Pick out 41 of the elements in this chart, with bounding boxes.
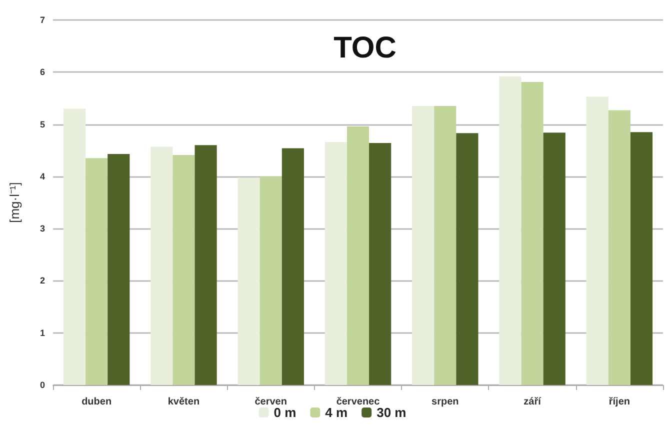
x-tick-label: srpen xyxy=(432,396,459,408)
bar xyxy=(630,132,653,385)
x-tick-label: říjen xyxy=(608,396,630,408)
bar xyxy=(260,176,282,385)
bar xyxy=(346,126,370,385)
bar xyxy=(324,142,347,385)
y-tick-label: 2 xyxy=(40,276,45,286)
x-tick-label: červenec xyxy=(336,396,380,408)
x-tick-label: duben xyxy=(82,396,112,408)
bar xyxy=(521,82,544,385)
x-tick-label: červen xyxy=(254,396,287,408)
bar xyxy=(434,106,456,385)
bar xyxy=(369,143,392,385)
y-tick-label: 1 xyxy=(40,328,45,338)
bar xyxy=(172,155,195,385)
y-tick-label: 3 xyxy=(40,224,45,234)
y-tick-label: 5 xyxy=(40,119,45,130)
bar xyxy=(86,158,108,385)
bar xyxy=(63,108,86,385)
bar xyxy=(194,145,217,385)
bar xyxy=(412,106,434,385)
y-tick-label: 0 xyxy=(40,380,45,390)
bar xyxy=(586,96,608,385)
bar xyxy=(238,177,260,385)
bar xyxy=(543,132,566,385)
bar xyxy=(608,110,630,385)
bar xyxy=(150,146,173,385)
legend-label: 0 m xyxy=(274,405,296,420)
y-tick-label: 6 xyxy=(40,67,45,78)
y-axis-title: [mg·l⁻¹] xyxy=(7,182,22,223)
y-tick-label: 7 xyxy=(40,15,45,25)
x-tick-label: květen xyxy=(168,396,200,408)
bar xyxy=(499,76,522,385)
bar xyxy=(108,154,130,385)
bar xyxy=(282,148,304,385)
y-tick-label: 4 xyxy=(40,171,45,182)
legend-label: 30 m xyxy=(376,405,406,420)
bar xyxy=(456,133,478,385)
legend-label: 4 m xyxy=(325,405,348,420)
chart-title: TOC xyxy=(334,32,396,64)
x-tick-label: září xyxy=(524,396,542,408)
